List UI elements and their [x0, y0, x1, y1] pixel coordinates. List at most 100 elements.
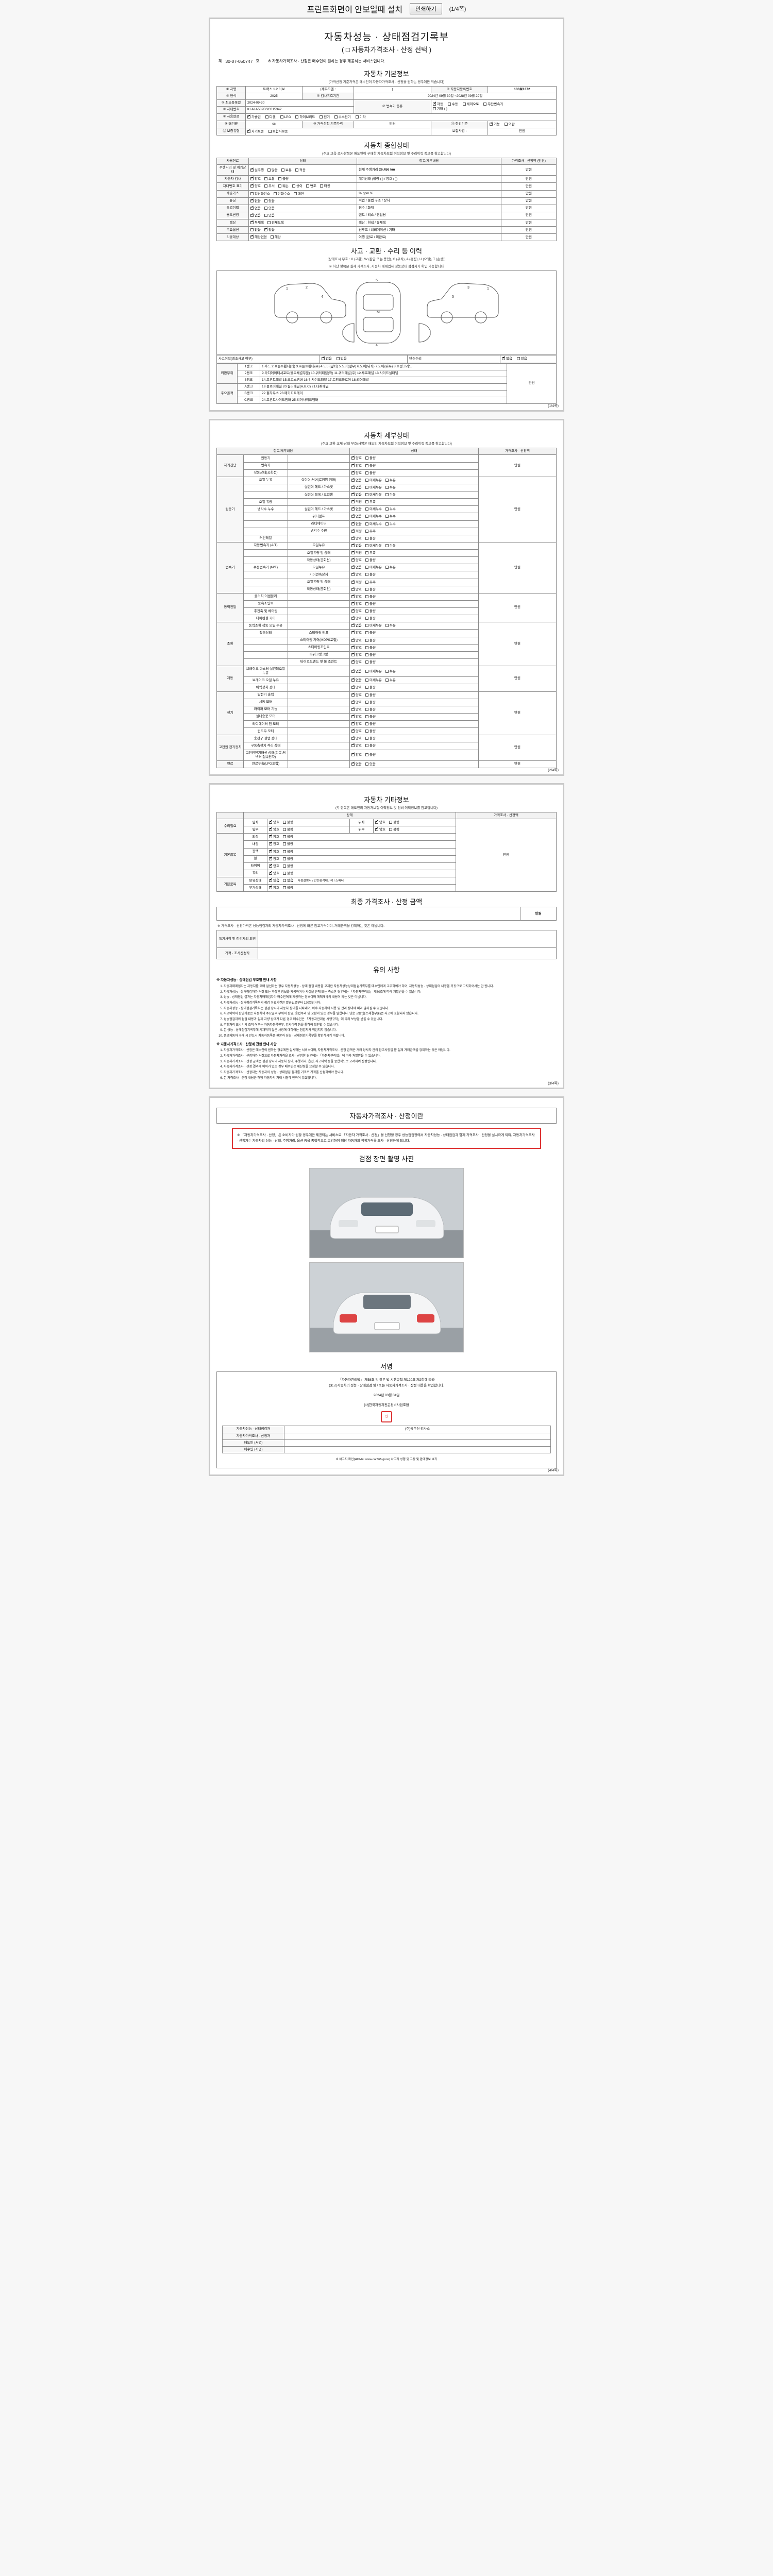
checkbox-overall-4-1[interactable]	[264, 199, 267, 202]
inspection-std-options[interactable]: 기능 외관	[488, 120, 557, 128]
checkbox-detail-6-4-0[interactable]	[351, 721, 355, 725]
overall-state-cell[interactable]: 없음 있음	[248, 226, 357, 234]
warranty-options[interactable]: 자기보증 보험사보증	[245, 127, 431, 135]
checkbox-detail-4-5-0[interactable]	[351, 659, 355, 664]
checkbox-detail-1-6-2[interactable]	[385, 522, 389, 526]
checkbox-glass-0-1[interactable]	[282, 835, 286, 839]
checkbox-detail-0-2-0[interactable]	[351, 470, 355, 474]
checkbox-detail-5-1-2[interactable]	[385, 679, 389, 682]
overall-price-cell[interactable]: 만원	[501, 164, 557, 176]
checkbox-detail-1-8-1[interactable]	[365, 536, 368, 540]
detail-state-cell[interactable]: 없음 미세누유 누유	[349, 541, 479, 550]
detail-state-cell[interactable]: 양호 불량	[349, 636, 479, 645]
detail-state-cell[interactable]: 양호 불량	[349, 698, 479, 706]
checkbox-overall-1-1[interactable]	[264, 177, 267, 181]
checkbox-detail-0-1-0[interactable]	[351, 463, 355, 467]
detail-state-cell[interactable]: 양호 불량	[349, 629, 479, 637]
checkbox-detail-3-1-0[interactable]	[351, 601, 355, 605]
checkbox-detail-1-4-1[interactable]	[365, 507, 368, 511]
checkbox-overall-2-4[interactable]	[306, 184, 309, 188]
detail-state-cell[interactable]: 양호 불량	[349, 615, 479, 623]
checkbox-detail-1-1-2[interactable]	[385, 485, 389, 489]
detail-state-cell[interactable]: 양호 불량	[349, 727, 479, 736]
checkbox-detail-4-4-0[interactable]	[351, 652, 355, 656]
checkbox-detail-3-3-1[interactable]	[365, 617, 368, 620]
final-amount-value[interactable]	[216, 907, 520, 921]
overall-state-cell[interactable]: 무채색 전체도색	[248, 218, 357, 227]
detail-price-cell[interactable]: 만원	[478, 760, 557, 768]
checkbox-glass-5-1[interactable]	[282, 871, 286, 875]
overall-state-cell[interactable]: 없음 있음	[248, 204, 357, 212]
appearance-state-cell[interactable]: 양호 불량	[266, 840, 457, 849]
checkbox-detail-1-7-1[interactable]	[365, 529, 368, 533]
checkbox-detail-1-6-0[interactable]	[351, 521, 355, 526]
checkbox-detail-2-0-0[interactable]	[351, 543, 355, 547]
basic-state-cell[interactable]: 있음 없음 사용설명서 / 안전삼각대 / 잭 / 스패너	[266, 876, 457, 885]
detail-state-cell[interactable]: 없음 미세누유 누유	[349, 483, 479, 492]
special-remarks-value[interactable]	[258, 930, 557, 948]
checkbox-auto[interactable]	[433, 101, 436, 106]
checkbox-detail-1-6-1[interactable]	[365, 522, 368, 526]
checkbox-detail-2-0-2[interactable]	[385, 544, 389, 547]
buyer-sign-value[interactable]	[284, 1446, 551, 1453]
checkbox-others-r-1-0[interactable]	[375, 827, 379, 832]
overall-price-cell[interactable]: 만원	[501, 197, 557, 205]
detail-state-cell[interactable]: 양호 불량	[349, 735, 479, 743]
checkbox-detail-7-1-1[interactable]	[365, 744, 368, 748]
checkbox-overall-7-0[interactable]	[250, 220, 254, 224]
checkbox-overall-1-2[interactable]	[278, 177, 281, 181]
checkbox-detail-7-2-1[interactable]	[365, 753, 368, 757]
checkbox-detail-5-2-0[interactable]	[351, 685, 355, 689]
checkbox-glass-0-0[interactable]	[269, 834, 273, 839]
detail-state-cell[interactable]: 없음 미세누유 누유	[349, 564, 479, 572]
detail-state-cell[interactable]: 양호 불량	[349, 585, 479, 594]
appearance-state-cell[interactable]: 양호 불량	[266, 848, 457, 856]
checkbox-detail-2-4-1[interactable]	[365, 573, 368, 577]
detail-state-cell[interactable]: 양호 불량	[349, 469, 479, 477]
checkbox-glass-2-1[interactable]	[282, 850, 286, 853]
checkbox-detail-1-3-0[interactable]	[351, 499, 355, 504]
checkbox-detail-4-4-1[interactable]	[365, 653, 368, 656]
detail-state-cell[interactable]: 양호 불량	[349, 749, 479, 761]
checkbox-overall-0-2[interactable]	[281, 168, 284, 172]
wheel-state-cell[interactable]: 양호 불량	[267, 826, 350, 834]
checkbox-overall-8-0[interactable]	[250, 228, 254, 232]
checkbox-detail-2-2-1[interactable]	[365, 558, 368, 562]
detail-state-cell[interactable]: 없음 미세누유 누유	[349, 476, 479, 484]
accident-price-cell[interactable]: 만원	[507, 363, 557, 404]
detail-state-cell[interactable]: 없음 있음	[349, 760, 479, 768]
checkbox-detail-5-1-0[interactable]	[351, 677, 355, 682]
checkbox-overall-9-0[interactable]	[250, 234, 254, 239]
simple-repair-options[interactable]: 없음 있음	[500, 355, 557, 363]
overall-price-cell[interactable]: 만원	[501, 226, 557, 234]
checkbox-detail-1-4-0[interactable]	[351, 506, 355, 511]
checkbox-overall-6-1[interactable]	[264, 213, 267, 217]
detail-state-cell[interactable]: 양호 불량	[349, 651, 479, 659]
fuel-options[interactable]: 가솔린 디젤 LPG 하이브리드 전기 수소전기 기타	[245, 113, 557, 121]
checkbox-detail-6-3-0[interactable]	[351, 714, 355, 718]
detail-state-cell[interactable]: 적정 부족	[349, 527, 479, 535]
checkbox-detail-4-2-0[interactable]	[351, 638, 355, 642]
checkbox-others-l-1-0[interactable]	[269, 827, 273, 832]
detail-state-cell[interactable]: 양호 불량	[349, 462, 479, 470]
checkbox-overall-3-2[interactable]	[293, 192, 297, 195]
checkbox-others-r-0-0[interactable]	[375, 820, 379, 824]
detail-state-cell[interactable]: 양호 불량	[349, 571, 479, 579]
checkbox-glass-5-0[interactable]	[269, 871, 273, 875]
checkbox-detail-4-0-1[interactable]	[365, 624, 368, 628]
checkbox-insp-function[interactable]	[490, 122, 493, 126]
detail-price-cell[interactable]: 만원	[478, 622, 557, 666]
checkbox-hydrogen[interactable]	[334, 115, 338, 118]
checkbox-basic-1-1[interactable]	[282, 886, 286, 890]
checkbox-detail-5-2-1[interactable]	[365, 686, 368, 689]
detail-state-cell[interactable]: 없음 미세누유 누유	[349, 622, 479, 630]
checkbox-overall-2-1[interactable]	[264, 184, 267, 188]
checkbox-detail-6-0-0[interactable]	[351, 692, 355, 697]
appearance-state-cell[interactable]: 양호 불량	[266, 855, 457, 863]
overall-price-cell[interactable]: 만원	[501, 204, 557, 212]
assessor-value[interactable]	[284, 1432, 551, 1440]
detail-state-cell[interactable]: 없음 미세누유 누유	[349, 665, 479, 677]
detail-state-cell[interactable]: 양호 불량	[349, 713, 479, 721]
checkbox-others-r-0-1[interactable]	[389, 821, 392, 824]
checkbox-detail-0-2-1[interactable]	[365, 471, 368, 474]
